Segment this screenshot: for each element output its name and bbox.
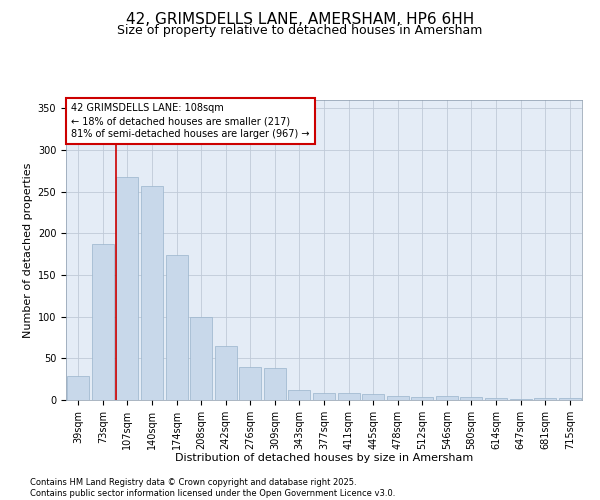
Text: 42, GRIMSDELLS LANE, AMERSHAM, HP6 6HH: 42, GRIMSDELLS LANE, AMERSHAM, HP6 6HH	[126, 12, 474, 28]
Bar	[239, 366, 262, 400]
Bar	[436, 396, 458, 400]
Bar	[190, 316, 212, 400]
Bar	[92, 244, 114, 400]
Bar	[215, 346, 237, 400]
Text: Size of property relative to detached houses in Amersham: Size of property relative to detached ho…	[118, 24, 482, 37]
Bar	[386, 396, 409, 400]
Bar	[338, 394, 359, 400]
Bar	[116, 176, 139, 400]
Bar	[534, 398, 556, 400]
Bar	[411, 396, 433, 400]
Bar	[166, 255, 188, 400]
Bar	[509, 399, 532, 400]
Text: Contains HM Land Registry data © Crown copyright and database right 2025.
Contai: Contains HM Land Registry data © Crown c…	[30, 478, 395, 498]
Bar	[289, 390, 310, 400]
Bar	[67, 376, 89, 400]
Bar	[264, 368, 286, 400]
Bar	[141, 186, 163, 400]
Bar	[460, 396, 482, 400]
Bar	[313, 394, 335, 400]
Y-axis label: Number of detached properties: Number of detached properties	[23, 162, 34, 338]
Bar	[362, 394, 384, 400]
X-axis label: Distribution of detached houses by size in Amersham: Distribution of detached houses by size …	[175, 454, 473, 464]
Bar	[485, 398, 507, 400]
Bar	[559, 398, 581, 400]
Text: 42 GRIMSDELLS LANE: 108sqm
← 18% of detached houses are smaller (217)
81% of sem: 42 GRIMSDELLS LANE: 108sqm ← 18% of deta…	[71, 103, 310, 140]
